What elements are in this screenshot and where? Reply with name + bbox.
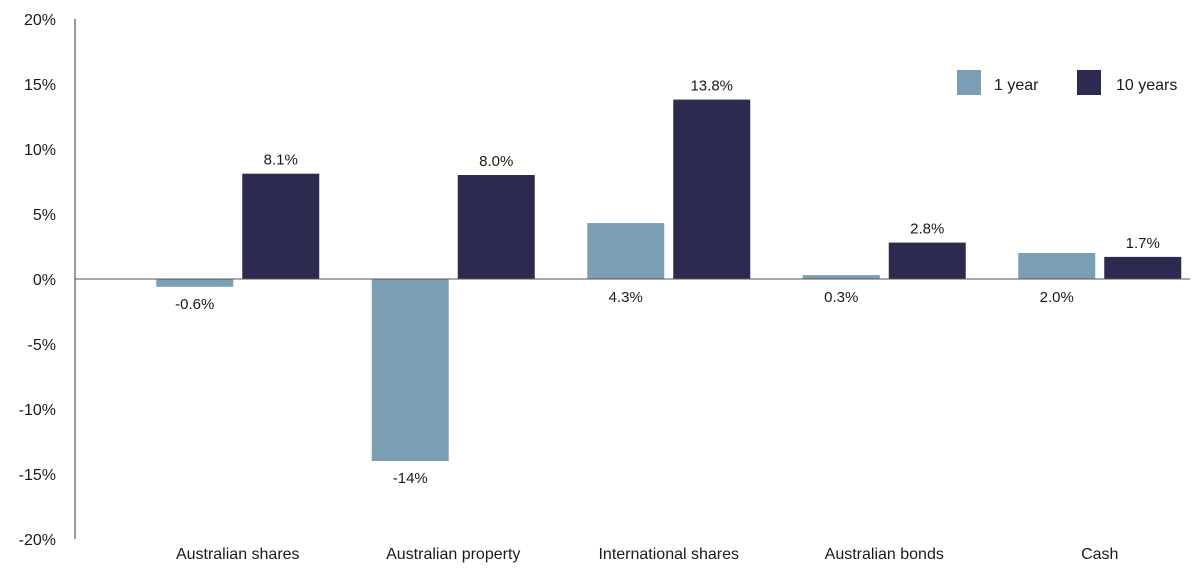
legend-label: 1 year [994, 77, 1039, 94]
data-label: 1.7% [1126, 235, 1160, 252]
data-label: 4.3% [609, 289, 643, 306]
x-category-label: Cash [1081, 546, 1118, 563]
x-category-label: Australian property [386, 546, 520, 563]
legend: 1 year 10 years [957, 70, 1177, 95]
legend-label: 10 years [1116, 77, 1177, 94]
data-label: 8.0% [479, 153, 513, 170]
bar-1-year [156, 279, 234, 287]
bar-10-years [242, 173, 320, 279]
data-label: 13.8% [690, 78, 733, 95]
y-tick-label: -20% [19, 532, 56, 549]
bar-1-year [802, 275, 880, 279]
bar-10-years [888, 242, 966, 279]
bar-10-years [673, 99, 751, 279]
y-tick-label: 10% [24, 142, 56, 159]
bar-1-year [1018, 253, 1096, 279]
data-label: -14% [393, 470, 428, 487]
y-tick-label: -15% [19, 467, 56, 484]
data-label: 0.3% [824, 289, 858, 306]
bar-10-years [1104, 256, 1182, 279]
bar-10-years [457, 175, 535, 279]
y-axis: 20% 15% 10% 5% 0% -5% -10% -15% -20% [19, 12, 76, 549]
data-label: 2.8% [910, 221, 944, 238]
y-tick-label: 15% [24, 77, 56, 94]
data-labels: -0.6% 8.1% -14% 8.0% 4.3% 13.8% 0.3% 2.8% 2.0% 1.… [175, 78, 1160, 487]
legend-swatch [1077, 70, 1101, 95]
y-tick-label: 20% [24, 12, 56, 29]
x-category-label: International shares [598, 546, 739, 563]
y-tick-label: 0% [33, 272, 56, 289]
y-tick-label: -10% [19, 402, 56, 419]
y-tick-label: 5% [33, 207, 56, 224]
y-tick-label: -5% [28, 337, 56, 354]
legend-swatch [957, 70, 981, 95]
data-label: 2.0% [1040, 289, 1074, 306]
bars [156, 99, 1182, 461]
bar-1-year [587, 223, 665, 279]
x-axis-category-labels: Australian shares Australian property Inte… [176, 546, 1118, 563]
data-label: 8.1% [264, 152, 298, 169]
x-category-label: Australian bonds [825, 546, 944, 563]
bar-1-year [371, 279, 449, 461]
x-category-label: Australian shares [176, 546, 300, 563]
data-label: -0.6% [175, 296, 214, 313]
